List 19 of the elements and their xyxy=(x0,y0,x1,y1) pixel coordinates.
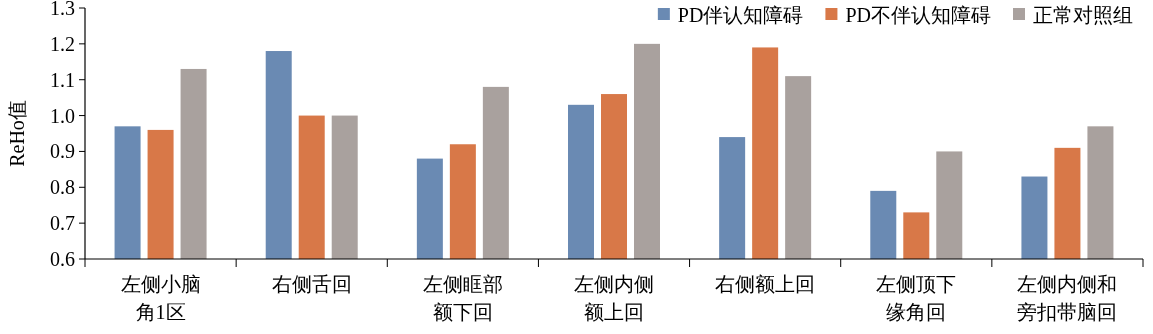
y-tick-label: 0.9 xyxy=(50,140,75,163)
legend-label: 正常对照组 xyxy=(1033,4,1133,26)
y-tick-label: 1.3 xyxy=(50,0,75,19)
x-tick-label: 左侧内侧和旁扣带脑回 xyxy=(1017,273,1118,323)
y-tick-label: 1.1 xyxy=(50,68,75,91)
x-tick-label: 左侧内侧额上回 xyxy=(574,273,654,323)
x-tick-label: 左侧顶下缘角回 xyxy=(876,273,957,323)
y-tick-label: 0.8 xyxy=(50,176,75,199)
legend-label: PD伴认知障碍 xyxy=(677,4,804,26)
x-tick-label: 左侧小脑角1区 xyxy=(120,273,201,323)
legend-label: PD不伴认知障碍 xyxy=(845,4,991,26)
y-tick-label: 1.0 xyxy=(50,104,75,127)
x-tick-label: 右侧舌回 xyxy=(271,273,352,295)
y-tick-label: 0.7 xyxy=(50,212,75,235)
y-tick-label: 0.6 xyxy=(50,248,75,270)
y-tick-label: 1.2 xyxy=(50,32,75,55)
x-tick-label: 左侧眶部额下回 xyxy=(422,273,503,323)
y-axis-title: ReHo值 xyxy=(6,100,28,167)
x-tick-label: 右侧额上回 xyxy=(715,273,816,295)
